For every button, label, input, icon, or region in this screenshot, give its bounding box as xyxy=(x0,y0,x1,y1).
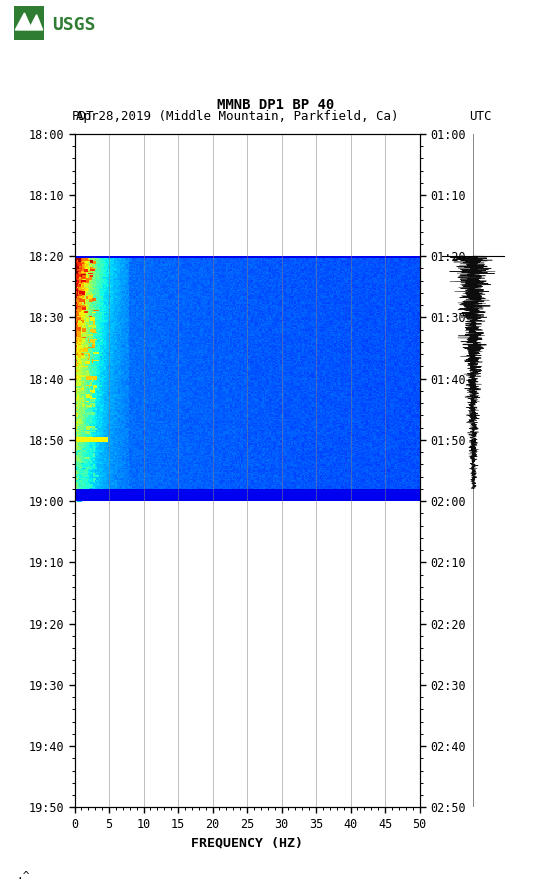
Text: Apr28,2019 (Middle Mountain, Parkfield, Ca): Apr28,2019 (Middle Mountain, Parkfield, … xyxy=(76,110,399,123)
Text: PDT: PDT xyxy=(72,110,94,123)
Text: UTC: UTC xyxy=(469,110,491,123)
Text: MMNB DP1 BP 40: MMNB DP1 BP 40 xyxy=(217,98,335,112)
Polygon shape xyxy=(15,13,43,30)
X-axis label: FREQUENCY (HZ): FREQUENCY (HZ) xyxy=(191,836,303,849)
Text: .^: .^ xyxy=(17,871,30,881)
Text: USGS: USGS xyxy=(52,16,96,34)
